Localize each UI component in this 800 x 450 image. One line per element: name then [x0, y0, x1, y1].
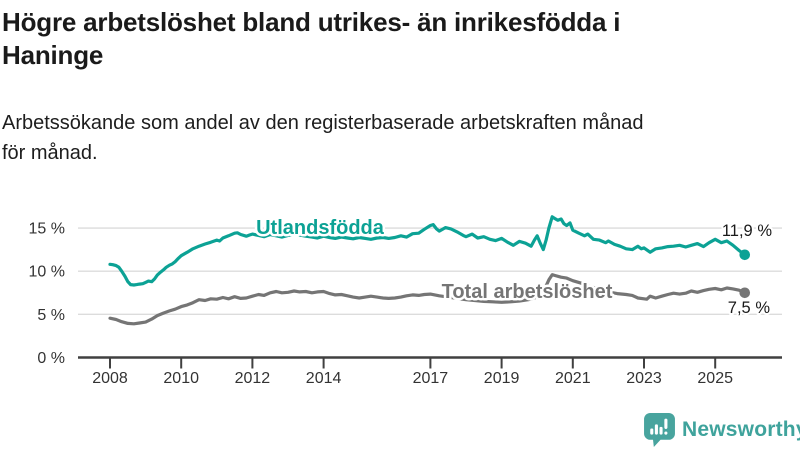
- series-end-dot-total: [739, 287, 751, 299]
- page-subtitle: Arbetssökande som andel av den registerb…: [2, 108, 792, 168]
- x-axis-label-2025: 2025: [697, 370, 733, 387]
- series-label-utlandsfodda: Utlandsfödda: [256, 217, 385, 239]
- x-axis-label-2021: 2021: [555, 370, 591, 387]
- end-value-label-total: 7,5 %: [728, 299, 771, 317]
- page-title-line2: Haninge: [2, 40, 104, 70]
- end-value-label-utlandsfodda: 11,9 %: [722, 222, 772, 240]
- y-axis-label-0: 0 %: [37, 350, 65, 367]
- x-axis-label-2008: 2008: [92, 370, 128, 387]
- series-end-dot-utlandsfodda: [739, 249, 751, 261]
- x-axis-label-2017: 2017: [413, 370, 449, 387]
- x-axis-label-2014: 2014: [306, 370, 342, 387]
- x-axis-label-2023: 2023: [626, 370, 662, 387]
- page-subtitle-line2: för månad.: [2, 142, 98, 164]
- page-subtitle-line1: Arbetssökande som andel av den registerb…: [2, 112, 644, 134]
- y-axis-label-10: 10 %: [29, 264, 65, 281]
- page-title: Högre arbetslöshet bland utrikes- än inr…: [2, 6, 792, 72]
- x-axis-label-2010: 2010: [163, 370, 199, 387]
- bar-chart-speech-bubble-icon: [644, 413, 675, 447]
- y-axis-label-15: 15 %: [29, 221, 65, 238]
- brand-name: Newsworthy: [682, 418, 800, 441]
- unemployment-line-chart: 0 % 5 % 10 % 15 % 2008 2010 2012 2014 2017 2019 20…: [29, 215, 782, 387]
- series-line-utlandsfodda: [108, 215, 747, 287]
- x-axis-label-2019: 2019: [484, 370, 520, 387]
- x-axis-label-2012: 2012: [235, 370, 271, 387]
- series-line-total: [108, 273, 747, 326]
- series-label-total: Total arbetslöshet: [442, 281, 613, 303]
- newsworthy-logo[interactable]: Newsworthy: [644, 412, 800, 448]
- page-title-line1: Högre arbetslöshet bland utrikes- än inr…: [2, 7, 621, 37]
- y-axis-label-5: 5 %: [37, 307, 65, 324]
